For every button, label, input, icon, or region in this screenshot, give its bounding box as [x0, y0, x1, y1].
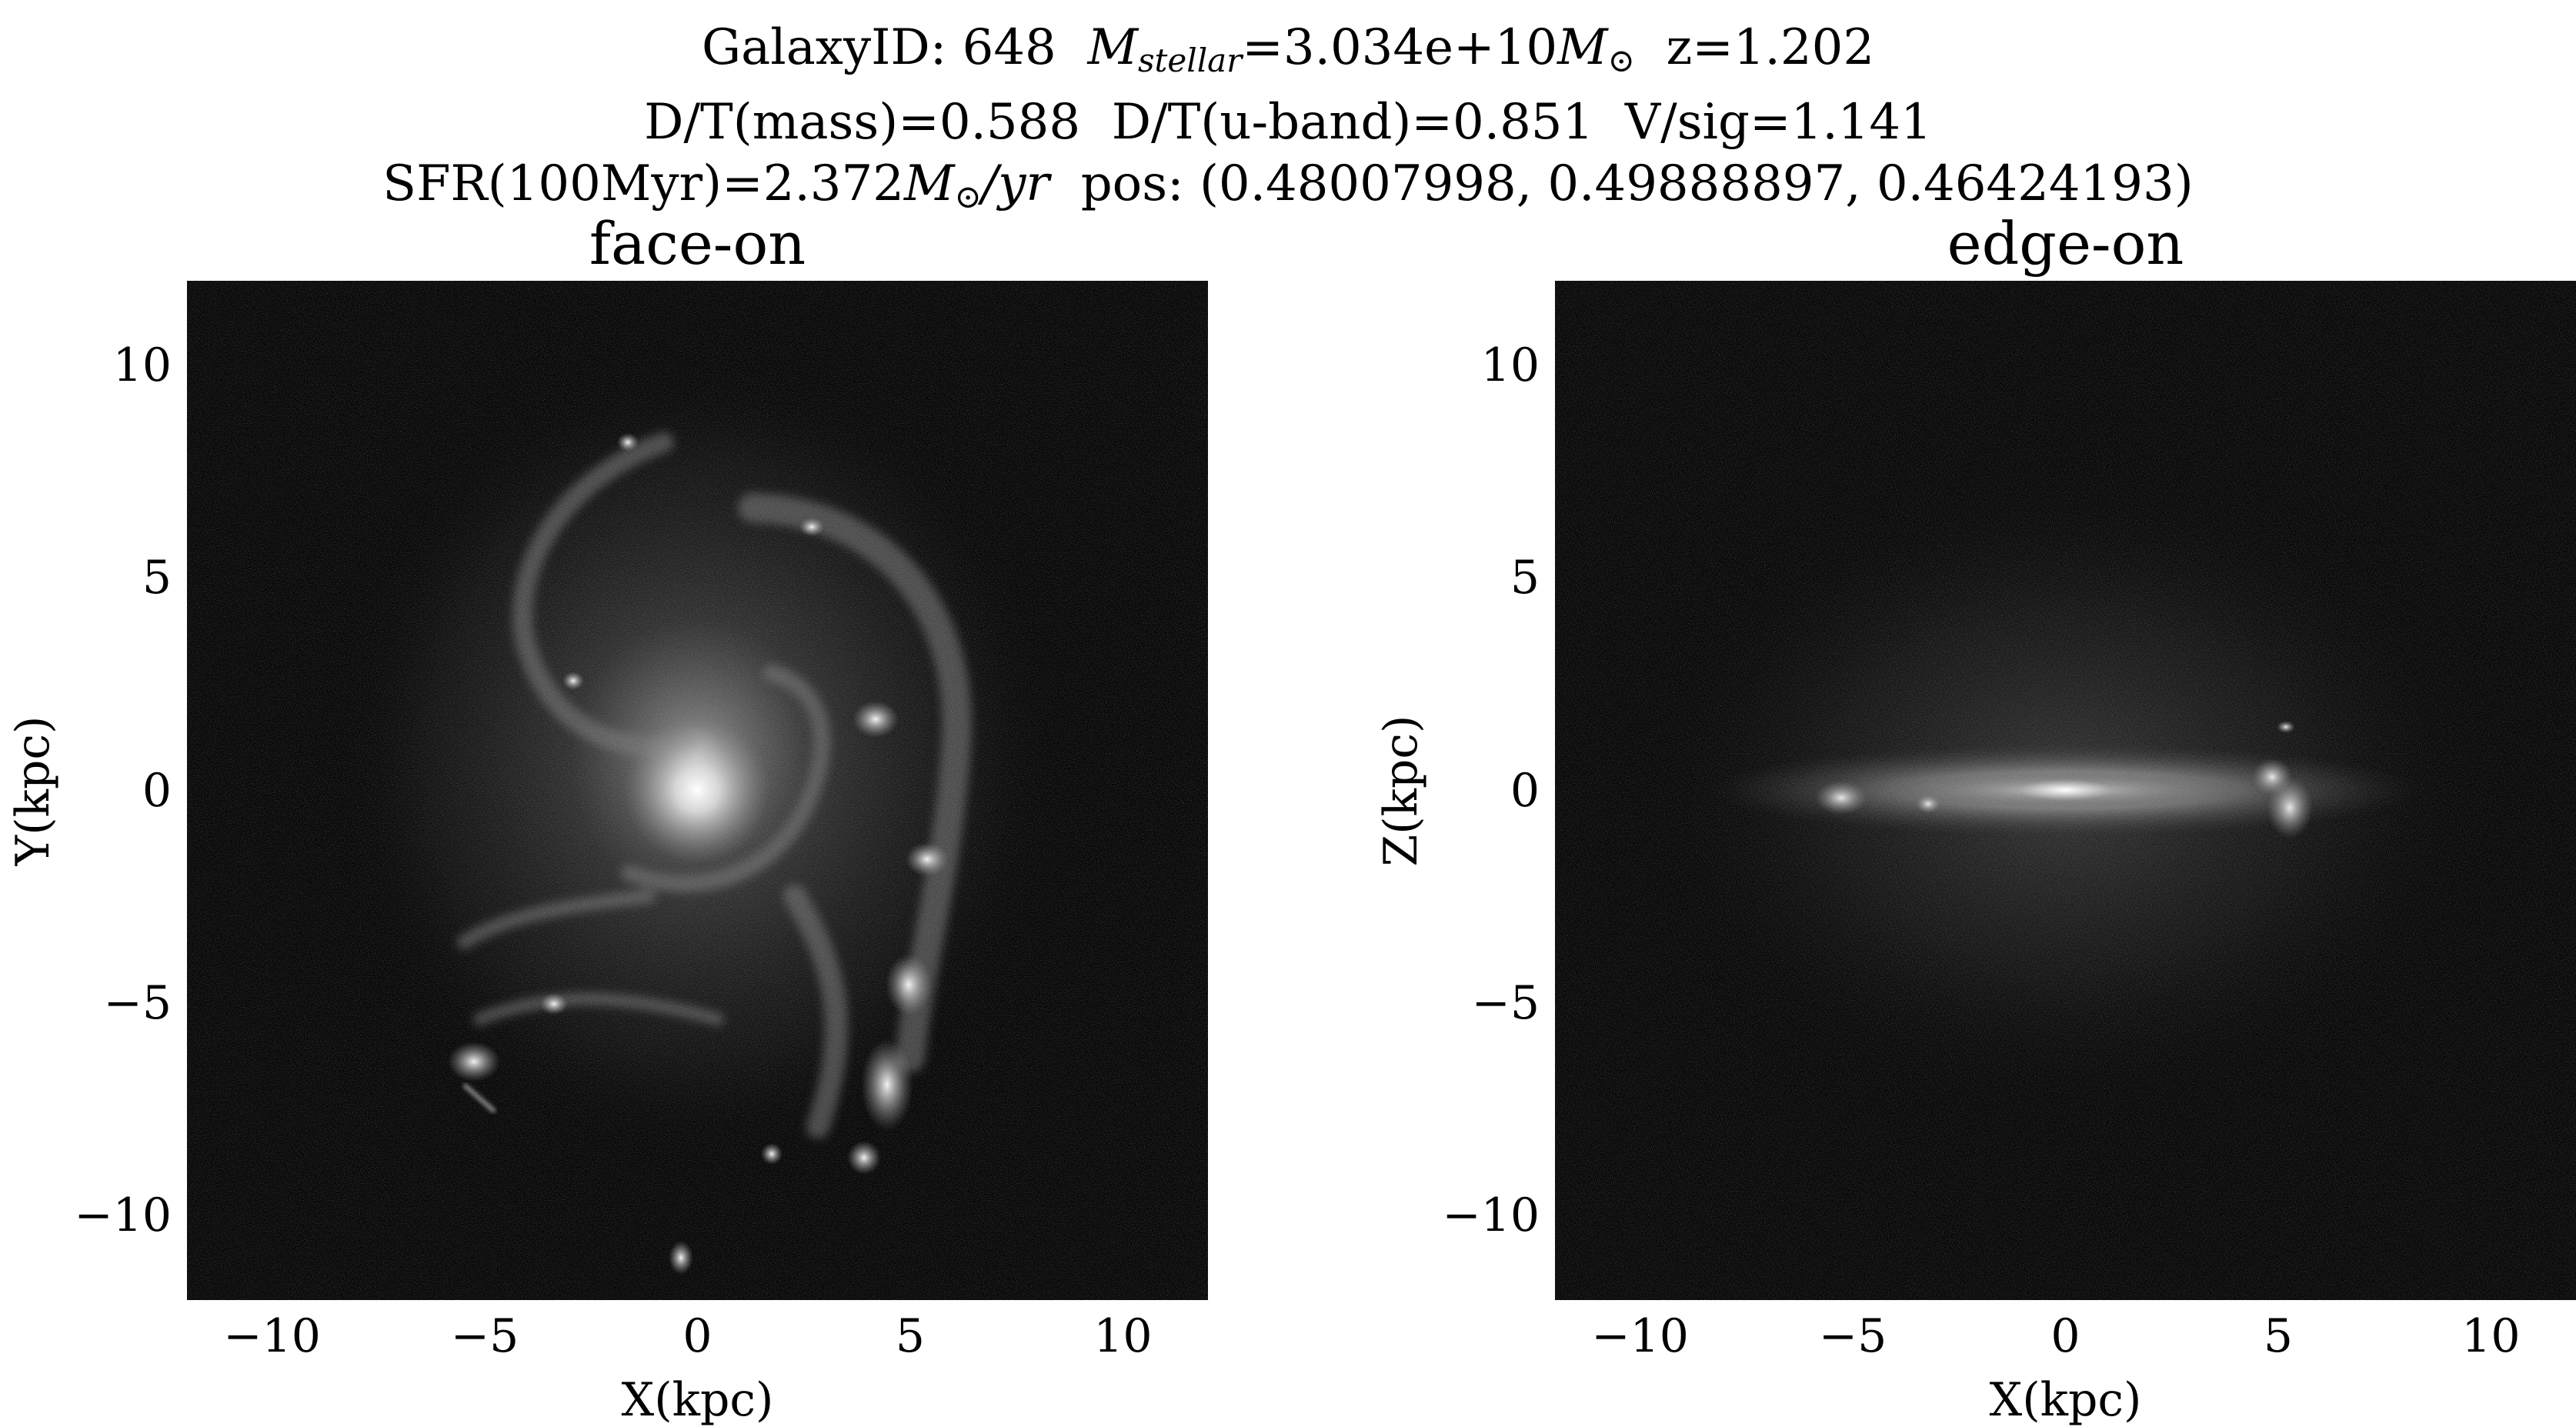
face-on-galaxy-render — [187, 281, 1208, 1300]
xtick-label: 0 — [682, 1309, 712, 1363]
header-line-2: D/T(mass)=0.588 D/T(u-band)=0.851 V/sig=… — [0, 92, 2576, 153]
y-axis-label: Z(kpc) — [1374, 715, 1428, 866]
sfr-unit-rest: /yr — [981, 155, 1049, 212]
vsig: V/sig=1.141 — [1624, 94, 1932, 151]
ytick-label: 10 — [112, 338, 172, 393]
sfr-unit-sub: ⊙ — [954, 178, 982, 215]
xtick-label: 5 — [895, 1309, 926, 1363]
xtick-label: 10 — [2461, 1309, 2521, 1363]
mstellar-symbol: M — [1087, 19, 1138, 76]
ytick-label: 0 — [142, 763, 172, 818]
figure-header: GalaxyID: 648 Mstellar=3.034e+10M⊙ z=1.2… — [0, 17, 2576, 228]
sfr-unit-m: M — [903, 155, 955, 212]
xtick-label: 10 — [1093, 1309, 1153, 1363]
x-axis-label: X(kpc) — [1989, 1373, 2142, 1427]
ytick-label: −5 — [1471, 975, 1540, 1030]
ytick-label: 5 — [142, 551, 172, 605]
galaxy-id: GalaxyID: 648 — [701, 19, 1056, 76]
mstellar-value: =3.034e+10 — [1242, 19, 1558, 76]
ytick-label: −10 — [1442, 1188, 1540, 1242]
ytick-label: 5 — [1510, 551, 1540, 605]
msun-symbol: M — [1557, 19, 1608, 76]
face-on-image — [187, 281, 1208, 1300]
xtick-label: −10 — [223, 1309, 321, 1363]
msun-subscript: ⊙ — [1607, 42, 1635, 79]
dt-uband: D/T(u-band)=0.851 — [1111, 94, 1594, 151]
face-on-title: face-on — [589, 209, 806, 278]
ytick-label: 0 — [1510, 763, 1540, 818]
dt-mass: D/T(mass)=0.588 — [644, 94, 1081, 151]
xtick-label: 5 — [2263, 1309, 2294, 1363]
redshift: z=1.202 — [1666, 19, 1875, 76]
xtick-label: 0 — [2050, 1309, 2080, 1363]
header-line-3: SFR(100Myr)=2.372M⊙/yr pos: (0.48007998,… — [0, 153, 2576, 228]
ytick-label: 10 — [1480, 338, 1540, 393]
xtick-label: −5 — [1818, 1309, 1887, 1363]
edge-on-galaxy-render — [1555, 281, 2576, 1300]
position: pos: (0.48007998, 0.49888897, 0.46424193… — [1080, 155, 2194, 212]
ytick-label: −5 — [103, 975, 172, 1030]
sfr-value: SFR(100Myr)=2.372 — [382, 155, 904, 212]
x-axis-label: X(kpc) — [621, 1373, 774, 1427]
ytick-label: −10 — [74, 1188, 172, 1242]
y-axis-label: Y(kpc) — [6, 715, 60, 865]
xtick-label: −5 — [450, 1309, 519, 1363]
edge-on-image — [1555, 281, 2576, 1300]
edge-on-title: edge-on — [1947, 209, 2184, 278]
xtick-label: −10 — [1591, 1309, 1689, 1363]
mstellar-subscript: stellar — [1137, 42, 1243, 79]
header-line-1: GalaxyID: 648 Mstellar=3.034e+10M⊙ z=1.2… — [0, 17, 2576, 92]
